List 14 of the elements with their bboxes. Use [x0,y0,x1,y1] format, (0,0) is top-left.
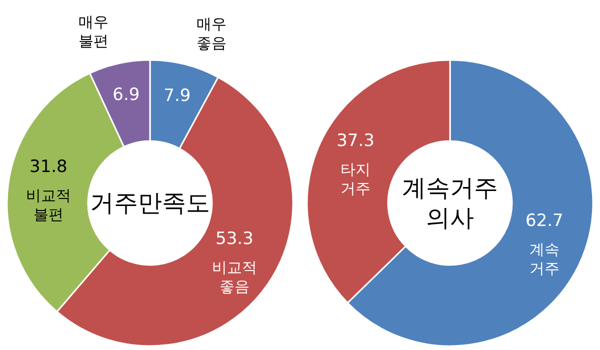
slice-label: 매우 좋음 [196,14,227,52]
text: 거주만족도 [90,189,210,217]
slice-label: 계속 거주 [529,240,560,278]
data-label: 31.8 [30,157,68,178]
slice-label: 비교적 좋음 [212,258,257,296]
data-label: 53.3 [216,229,254,250]
slice-label: 매우 불편 [78,13,108,50]
text: 계속거주 의사 [402,174,498,232]
data-label: 62.7 [526,210,564,231]
data-label: 6.9 [112,85,140,106]
slice-label: 비교적 불편 [26,186,71,224]
data-label: 37.3 [336,131,374,152]
slice-label: 타지 거주 [340,160,371,198]
data-label: 7.9 [164,86,191,106]
